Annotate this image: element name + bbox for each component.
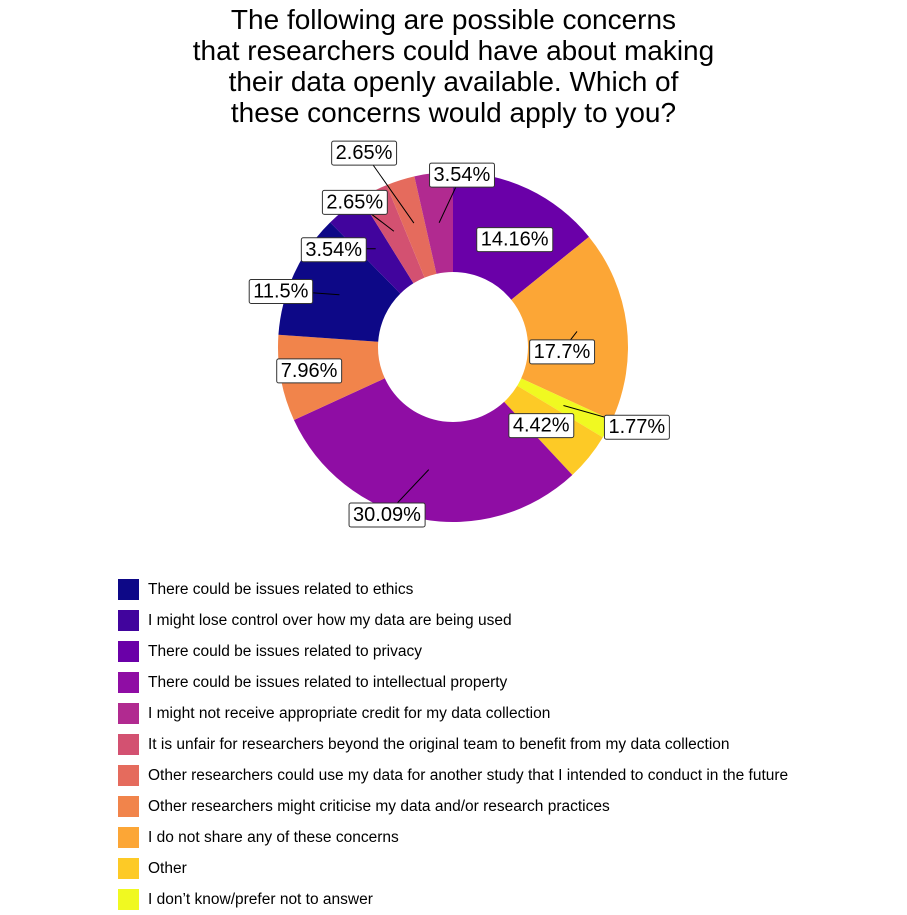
labels-layer: 14.16% 17.7% 1.77% 4.42% 30.09% 7.96% 11.5% 3.5… <box>248 140 670 528</box>
legend-label: I don’t know/prefer not to answer <box>148 890 373 908</box>
chart-title-line: The following are possible concerns <box>230 4 677 35</box>
data-label: 2.65% <box>321 189 388 215</box>
legend-item: Other researchers could use my data for … <box>118 760 788 791</box>
legend-label: I might lose control over how my data ar… <box>148 611 512 629</box>
data-label-box <box>321 189 388 215</box>
data-label-box <box>276 358 343 384</box>
legend-swatch <box>118 765 139 786</box>
data-label-text: 1.77% <box>608 416 665 438</box>
legend-item: I don’t know/prefer not to answer <box>118 884 788 915</box>
legend-swatch <box>118 858 139 879</box>
legend-swatch <box>118 610 139 631</box>
legend-swatch <box>118 641 139 662</box>
data-label-text: 2.65% <box>336 142 393 164</box>
chart-title-line: that researchers could have about making <box>192 35 715 66</box>
data-label: 1.77% <box>603 414 670 440</box>
data-label-box <box>476 227 554 253</box>
legend-item: I might not receive appropriate credit f… <box>118 698 788 729</box>
legend-label: Other <box>148 859 187 877</box>
legend-label: There could be issues related to ethics <box>148 580 414 598</box>
legend-item: It is unfair for researchers beyond the … <box>118 729 788 760</box>
data-label-box <box>331 140 398 166</box>
data-label-box <box>603 414 670 440</box>
data-label: 3.54% <box>429 162 495 188</box>
data-label: 30.09% <box>348 502 426 528</box>
data-label-text: 14.16% <box>481 229 549 251</box>
donut-slice <box>517 378 612 438</box>
legend-label: I might not receive appropriate credit f… <box>148 704 551 722</box>
data-label: 2.65% <box>331 140 398 166</box>
legend-label: There could be issues related to intelle… <box>148 673 508 691</box>
data-label-box <box>508 413 575 439</box>
data-label-box <box>529 339 596 365</box>
chart-title-line: these concerns would apply to you? <box>230 97 677 128</box>
chart-title-line: their data openly available. Which of <box>228 66 679 97</box>
data-label-text: 30.09% <box>353 504 421 526</box>
chart-title: The following are possible concerns that… <box>0 4 907 128</box>
donut-slice <box>293 378 573 522</box>
data-label: 17.7% <box>529 339 596 365</box>
legend-item: I might lose control over how my data ar… <box>118 605 788 636</box>
legend-item: Other <box>118 853 788 884</box>
data-label-box <box>248 278 314 304</box>
legend-label: I do not share any of these concerns <box>148 828 399 846</box>
legend-label: There could be issues related to privacy <box>148 642 422 660</box>
legend-item: Other researchers might criticise my dat… <box>118 791 788 822</box>
data-label-text: 17.7% <box>534 341 591 363</box>
data-label: 7.96% <box>276 358 343 384</box>
donut-slice <box>330 198 414 294</box>
legend-item: There could be issues related to ethics <box>118 574 788 605</box>
legend-label: Other researchers might criticise my dat… <box>148 797 610 815</box>
donut-slice <box>414 172 453 274</box>
legend-swatch <box>118 703 139 724</box>
data-label-box <box>348 502 426 528</box>
legend-swatch <box>118 734 139 755</box>
data-label: 4.42% <box>508 413 575 439</box>
data-label-text: 2.65% <box>326 191 383 213</box>
data-label-text: 7.96% <box>281 360 338 382</box>
data-label-text: 4.42% <box>513 415 570 437</box>
data-label-text: 3.54% <box>434 164 491 186</box>
data-label: 14.16% <box>476 227 554 253</box>
legend-swatch <box>118 672 139 693</box>
donut-slice <box>511 236 628 421</box>
legend-item: There could be issues related to intelle… <box>118 667 788 698</box>
data-label-text: 3.54% <box>305 239 362 261</box>
slices-layer <box>277 172 628 522</box>
data-label: 3.54% <box>300 237 367 263</box>
donut-chart: 14.16% 17.7% 1.77% 4.42% 30.09% 7.96% 11.5% 3.5… <box>248 140 670 528</box>
data-label-box <box>300 237 367 263</box>
legend-item: There could be issues related to privacy <box>118 636 788 667</box>
legend: There could be issues related to ethics … <box>118 574 788 915</box>
legend-swatch <box>118 827 139 848</box>
data-label: 11.5% <box>248 278 314 304</box>
legend-label: Other researchers could use my data for … <box>148 766 789 784</box>
legend-item: I do not share any of these concerns <box>118 822 788 853</box>
data-label-text: 11.5% <box>253 280 308 302</box>
data-label-box <box>429 162 495 188</box>
legend-label: It is unfair for researchers beyond the … <box>148 735 730 753</box>
legend-swatch <box>118 889 139 910</box>
legend-swatch <box>118 579 139 600</box>
legend-swatch <box>118 796 139 817</box>
